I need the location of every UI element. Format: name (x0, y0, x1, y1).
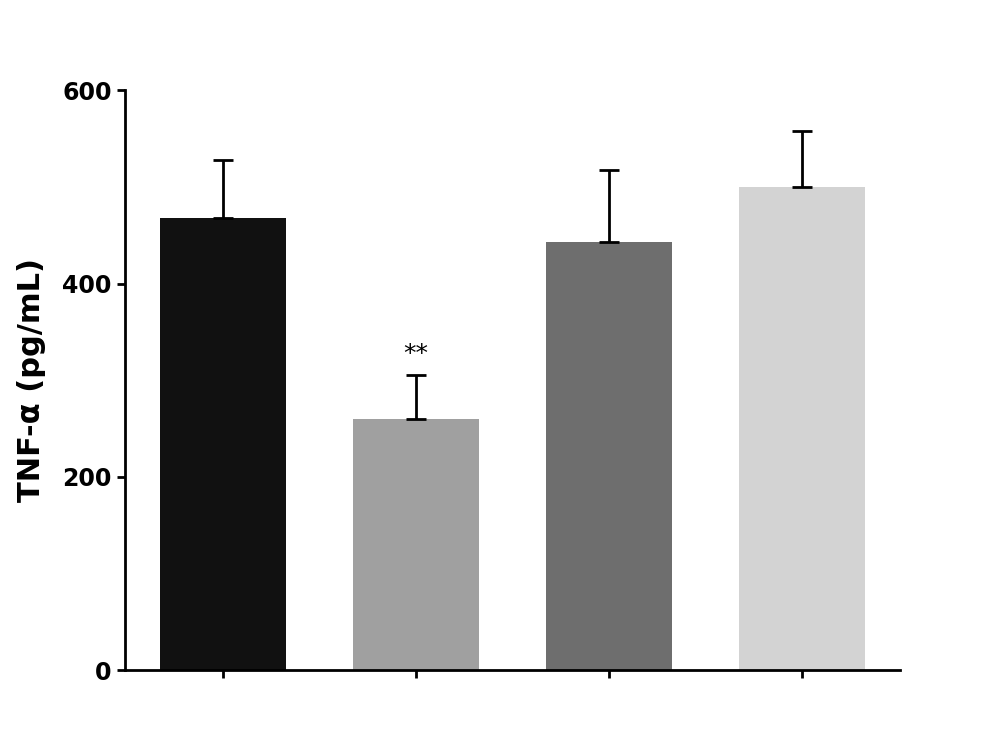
Text: **: ** (403, 342, 428, 366)
Y-axis label: TNF-α (pg/mL): TNF-α (pg/mL) (17, 258, 46, 502)
Bar (353, 419, 479, 670)
Bar (160, 218, 286, 670)
Bar (546, 242, 672, 670)
Bar (739, 187, 865, 670)
